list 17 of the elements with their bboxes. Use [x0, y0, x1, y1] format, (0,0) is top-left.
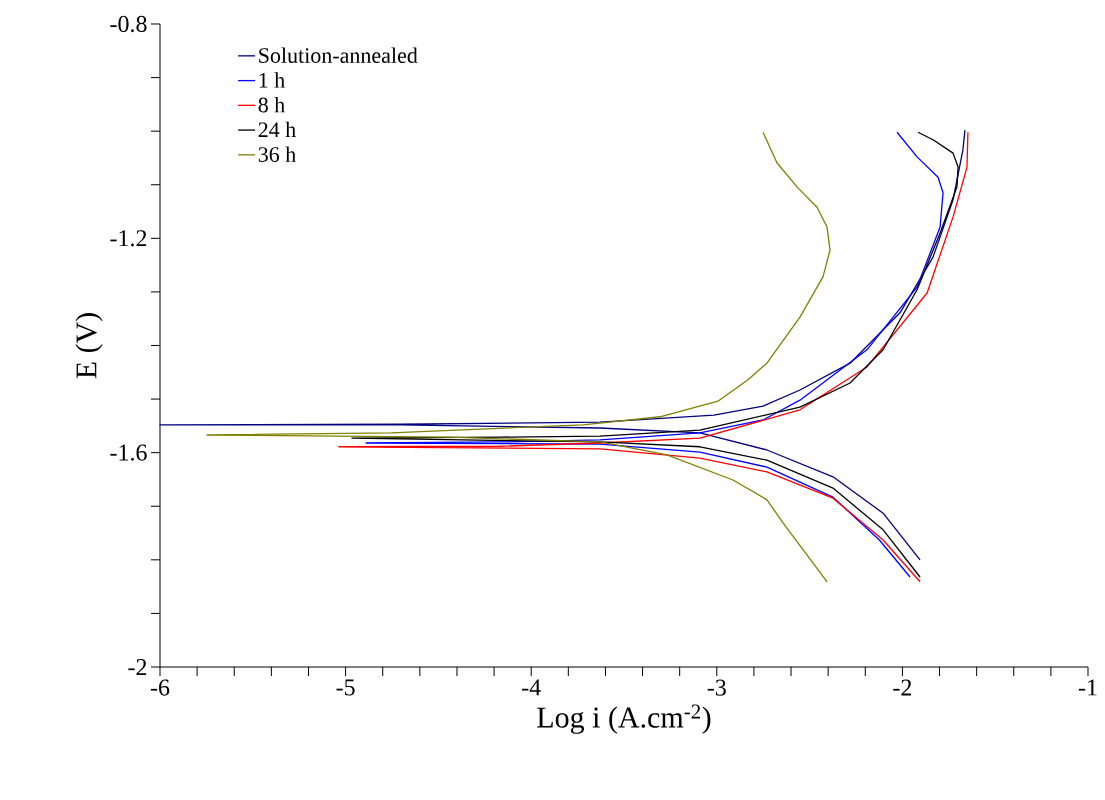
y-axis-title: E (V) [75, 313, 103, 379]
y-tick-label: -1.2 [110, 230, 147, 247]
y-tick-label: -0.8 [110, 15, 147, 33]
x-tick-label: -2 [893, 679, 912, 696]
x-tick-label: -1 [1078, 679, 1097, 696]
legend-label: 24 h [258, 121, 296, 137]
legend-label: 36 h [258, 146, 296, 162]
legend-label: Solution-annealed [259, 47, 418, 63]
y-tick-label: -2 [128, 659, 147, 675]
x-tick-label: -5 [336, 679, 355, 696]
x-tick-label: -6 [150, 679, 170, 696]
x-tick-label: -4 [522, 679, 541, 696]
legend-label: 8 h [258, 96, 285, 113]
x-tick-label: -3 [707, 679, 726, 696]
legend-label: 1 h [259, 72, 285, 88]
y-tick-label: -1.6 [110, 444, 147, 461]
x-axis-title: Log i (A.cm$^{-2}$) [537, 704, 711, 734]
